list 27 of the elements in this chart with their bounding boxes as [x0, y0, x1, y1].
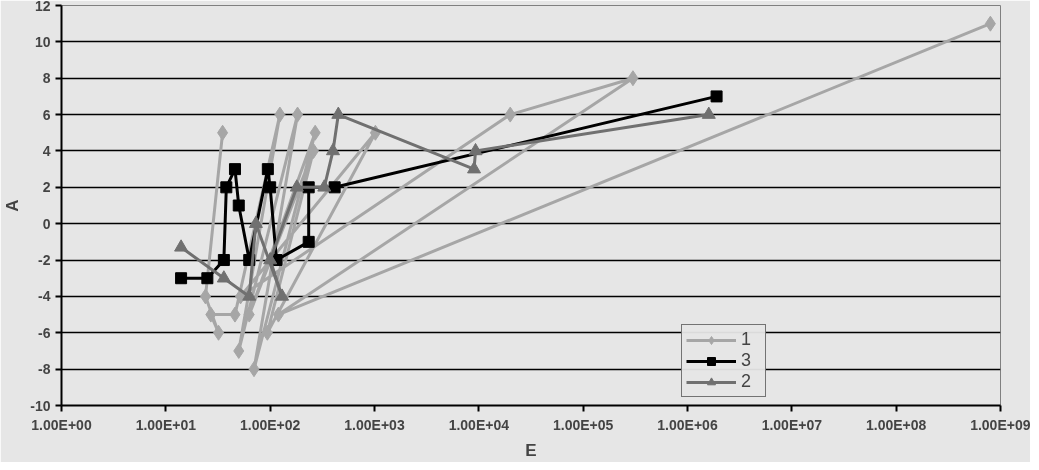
x-tick-label: 1.00E+09	[970, 416, 1031, 433]
y-tick-label: -4	[38, 288, 51, 305]
y-tick-label: -2	[38, 252, 51, 269]
legend-label: 3	[741, 350, 752, 371]
y-tick-label: 0	[42, 215, 51, 232]
x-tick-label: 1.00E+01	[135, 416, 197, 433]
y-axis-title: A	[3, 199, 23, 212]
x-tick-label: 1.00E+06	[657, 416, 718, 433]
y-tick-label: -8	[38, 361, 51, 378]
y-tick-label: 10	[34, 33, 51, 50]
y-tick-label: -10	[30, 397, 51, 414]
x-tick-label: 1.00E+08	[866, 416, 927, 433]
x-tick-label: 1.00E+07	[761, 416, 823, 433]
y-tick-label: 8	[42, 70, 51, 87]
legend-label: 1	[741, 329, 752, 350]
x-tick-label: 1.00E+02	[240, 416, 301, 433]
y-tick-label: 6	[42, 106, 51, 123]
x-tick-label: 1.00E+05	[553, 416, 614, 433]
legend-label: 2	[741, 371, 752, 392]
y-tick-label: 12	[34, 0, 51, 14]
x-tick-label: 1.00E+00	[31, 416, 92, 433]
y-tick-label: 4	[42, 142, 51, 159]
x-tick-label: 1.00E+04	[448, 416, 510, 433]
x-axis-title: E	[525, 440, 537, 460]
y-tick-label: -6	[38, 324, 51, 341]
x-tick-label: 1.00E+03	[344, 416, 405, 433]
y-tick-label: 2	[42, 179, 51, 196]
